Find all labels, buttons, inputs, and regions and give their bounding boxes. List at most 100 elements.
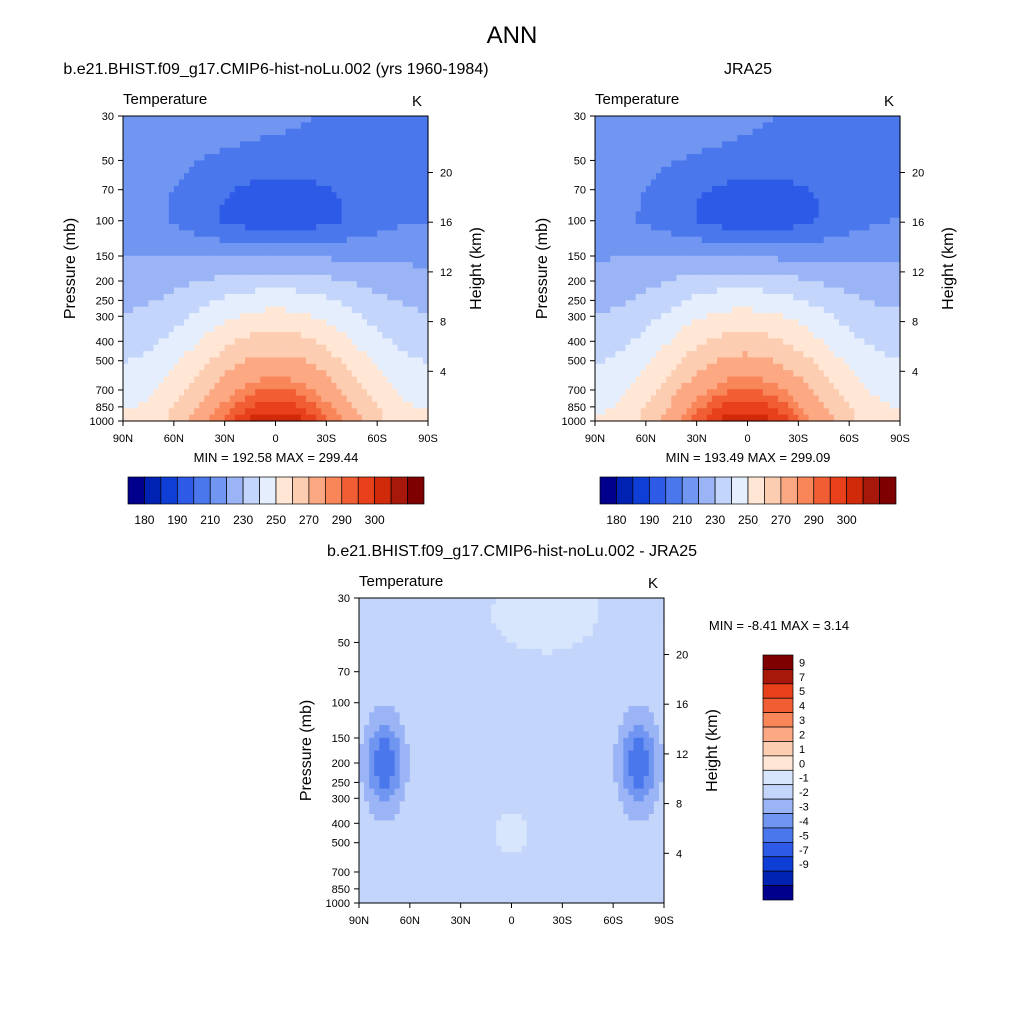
heatmap-cell [361,325,368,333]
heatmap-cell [189,166,195,174]
heatmap-cell [300,173,307,181]
heatmap-cell [351,414,358,422]
heatmap-cell [823,211,830,219]
heatmap-cell [382,357,388,365]
heatmap-cell [833,173,840,181]
heatmap-cell [306,395,312,403]
heatmap-cell [123,293,129,301]
heatmap-cell [377,249,383,257]
heatmap-cell [839,179,845,187]
heatmap-cell [214,224,221,231]
heatmap-cell [839,173,845,181]
heatmap-cell [889,230,896,238]
heatmap-cell [661,274,667,282]
heatmap-cell [767,281,774,289]
heatmap-cell [778,154,784,162]
heatmap-cell [250,338,256,346]
heatmap-cell [270,192,277,200]
heatmap-cell [397,287,404,295]
heatmap-cell [778,192,784,200]
heatmap-cell [762,312,769,320]
heatmap-cell [711,293,718,301]
heatmap-cell [808,306,815,314]
heatmap-cell [290,185,297,193]
heatmap-cell [311,116,317,123]
colorbar-swatch [226,476,244,505]
heatmap-cell [377,255,383,263]
heatmap-cell [356,389,363,397]
y-tick-label: 150 [96,251,114,263]
heatmap-cell [153,141,160,149]
heatmap-cell [300,230,307,238]
heatmap-cell [640,287,647,295]
heatmap-cell [864,192,871,200]
heatmap-cell [148,382,155,390]
heatmap-cell [138,293,144,301]
heatmap-cell [859,274,866,282]
heatmap-cell [234,122,241,130]
heatmap-cell [752,325,759,333]
heatmap-cell [184,281,190,289]
heatmap-cell [605,192,611,200]
heatmap-cell [163,274,170,282]
heatmap-cell [153,211,160,219]
heatmap-cell [615,122,622,130]
heatmap-cell [331,382,338,390]
heatmap-cell [788,198,794,206]
heatmap-cell [752,243,759,251]
heatmap-cell [285,312,292,320]
heatmap-cell [783,154,789,162]
heatmap-cell [382,389,388,397]
heatmap-cell [204,116,211,123]
heatmap-cell [778,281,784,289]
heatmap-cell [377,230,383,238]
heatmap-cell [382,300,388,308]
heatmap-cell [864,287,871,295]
heatmap-cell [331,293,338,301]
heatmap-cell [600,179,606,187]
heatmap-cell [793,147,799,155]
heatmap-cell [691,192,698,200]
heatmap-cell [788,179,794,187]
heatmap-cell [727,268,733,276]
heatmap-cell [234,141,241,149]
heatmap-cell [356,268,363,276]
heatmap-cell [331,376,338,384]
heatmap-cell [184,128,190,136]
heatmap-cell [732,230,738,238]
heatmap-cell [783,185,789,193]
heatmap-cell [392,236,399,244]
heatmap-cell [321,217,327,225]
heatmap-cell [367,198,373,206]
heatmap-cell [666,249,672,257]
heatmap-cell [600,147,606,155]
heatmap-cell [706,293,713,301]
heatmap-cell [701,173,708,181]
heatmap-cell [214,147,221,155]
heatmap-cell [184,268,190,276]
heatmap-cell [275,185,282,193]
heatmap-cell [367,370,373,378]
heatmap-cell [859,230,866,238]
heatmap-cell [630,325,637,333]
heatmap-cell [615,243,622,251]
heatmap-cell [808,192,815,200]
heatmap-cell [788,160,794,168]
heatmap-cell [823,204,830,212]
heatmap-cell [722,306,728,314]
heatmap-cell [123,268,129,276]
heatmap-cell [245,338,251,346]
heatmap-cell [224,160,231,168]
heatmap-cell [422,198,429,206]
heatmap-cell [681,122,688,130]
heatmap-cell [311,160,317,168]
heatmap-cells [123,116,429,422]
heatmap-cell [823,300,830,308]
heatmap-cell [270,408,277,416]
heatmap-cell [260,287,266,295]
heatmap-cell [798,166,805,174]
heatmap-cell [184,414,190,422]
heatmap-cell [879,255,886,263]
heatmap-cell [686,160,693,168]
heatmap-cell [158,198,165,206]
